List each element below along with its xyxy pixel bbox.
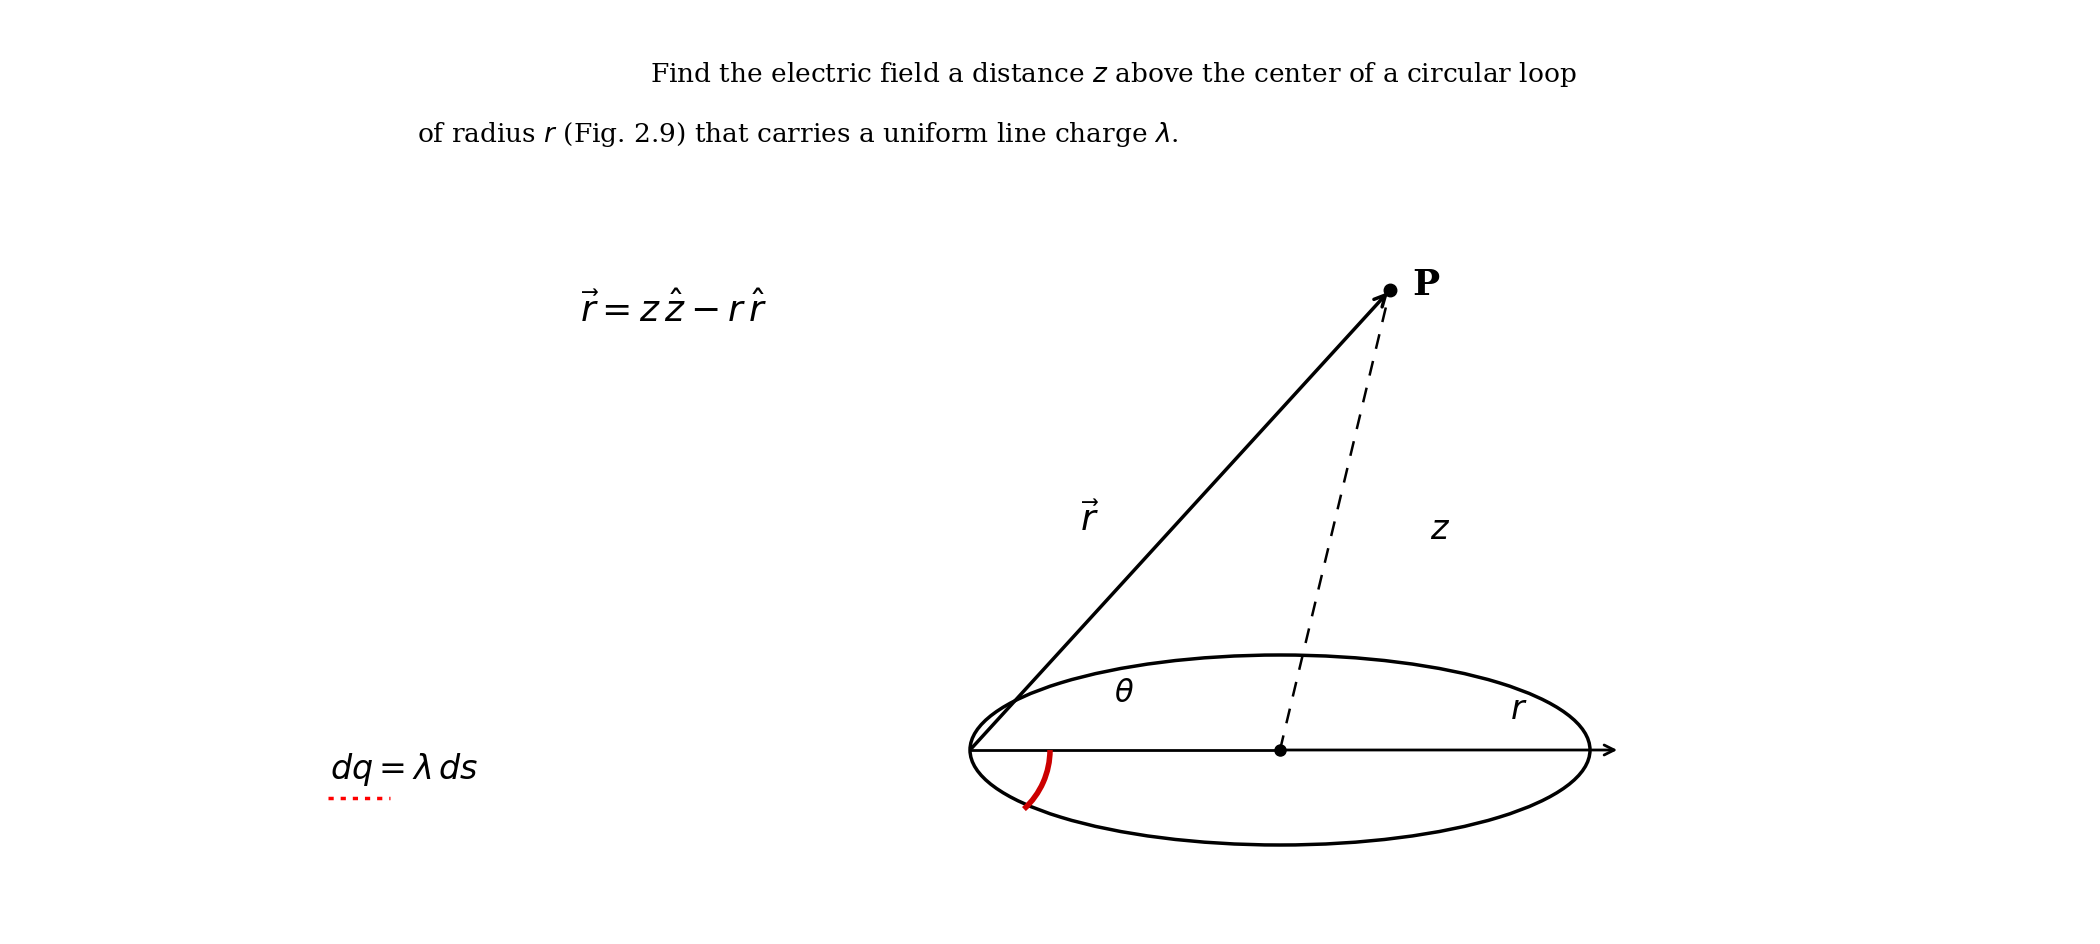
Text: $r$: $r$: [1510, 694, 1527, 726]
Text: of radius $r$ (Fig. 2.9) that carries a uniform line charge $\lambda$.: of radius $r$ (Fig. 2.9) that carries a …: [418, 120, 1178, 149]
Text: $\vec{r}$: $\vec{r}$: [1079, 502, 1100, 538]
Text: P: P: [1411, 268, 1438, 302]
Text: $z$: $z$: [1430, 514, 1451, 546]
Text: $\theta$: $\theta$: [1115, 678, 1134, 709]
Text: $\vec{r} = z\,\hat{z} - r\,\hat{r}$: $\vec{r} = z\,\hat{z} - r\,\hat{r}$: [580, 292, 766, 329]
Text: Find the electric field a distance $z$ above the center of a circular loop: Find the electric field a distance $z$ a…: [649, 60, 1577, 89]
Text: $dq = \lambda\, ds$: $dq = \lambda\, ds$: [330, 751, 479, 788]
